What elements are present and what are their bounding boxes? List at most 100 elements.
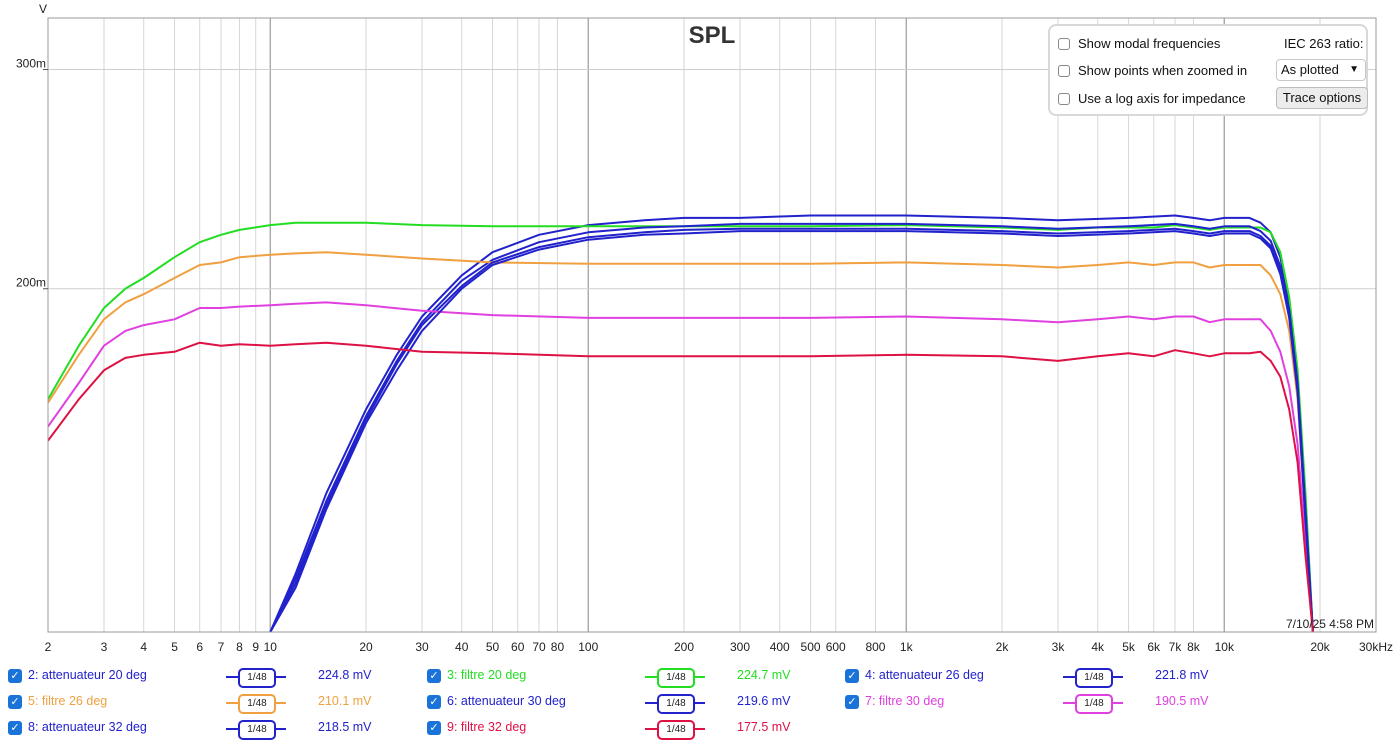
x-tick-label: 8k: [1187, 640, 1201, 654]
log-axis-row[interactable]: Use a log axis for impedance: [1058, 91, 1246, 106]
legend-value: 190.5 mV: [1155, 694, 1209, 708]
legend-value: 218.5 mV: [318, 720, 372, 734]
y-tick-label: 300m: [16, 57, 46, 71]
log-axis-label: Use a log axis for impedance: [1078, 91, 1246, 106]
legend-smoothing-label: 1/48: [1075, 668, 1113, 688]
legend-name[interactable]: 3: filtre 20 deg: [447, 668, 527, 682]
legend-checkbox[interactable]: ✓: [8, 695, 22, 709]
series-line-3: [48, 221, 1314, 632]
legend-checkbox[interactable]: ✓: [427, 669, 441, 683]
x-tick-label: 10k: [1215, 640, 1235, 654]
options-panel: Show modal frequencies Show points when …: [1048, 24, 1368, 116]
legend-checkbox[interactable]: ✓: [845, 695, 859, 709]
legend-smoothing-label: 1/48: [657, 720, 695, 740]
legend-value: 219.6 mV: [737, 694, 791, 708]
chevron-down-icon: ▼: [1349, 64, 1359, 75]
legend-checkbox[interactable]: ✓: [8, 669, 22, 683]
legend-checkbox[interactable]: ✓: [845, 669, 859, 683]
x-tick-label: 40: [455, 640, 469, 654]
legend-smoothing[interactable]: 1/48: [226, 693, 286, 714]
legend-name[interactable]: 7: filtre 30 deg: [865, 694, 945, 708]
x-tick-label: 70: [532, 640, 546, 654]
y-tick-label: 200m: [16, 276, 46, 290]
x-tick-label: 300: [730, 640, 750, 654]
x-tick-label: 20k: [1310, 640, 1330, 654]
legend-smoothing[interactable]: 1/48: [645, 719, 705, 740]
x-axis-ticks: 2 3 4 5 6 7 8 9 10 20 30 40 50 60 70 80 100 200 300 400 500 6…: [45, 640, 1393, 654]
x-tick-label: 4: [140, 640, 147, 654]
show-points-checkbox[interactable]: [1058, 64, 1070, 77]
legend-name[interactable]: 6: attenuateur 30 deg: [447, 694, 566, 708]
legend-smoothing-label: 1/48: [238, 668, 276, 688]
show-modal-checkbox[interactable]: [1058, 37, 1070, 50]
iec-ratio-select[interactable]: As plotted ▼: [1276, 59, 1366, 81]
legend-smoothing-label: 1/48: [238, 694, 276, 714]
x-tick-label: 5k: [1122, 640, 1136, 654]
series-lines: [48, 214, 1314, 632]
legend-smoothing-label: 1/48: [657, 694, 695, 714]
x-tick-label: 10: [264, 640, 278, 654]
legend-value: 224.8 mV: [318, 668, 372, 682]
legend-item: ✓ 8: attenuateur 32 deg 1/48 218.5 mV: [8, 719, 408, 740]
legend-item: ✓ 3: filtre 20 deg 1/48 224.7 mV: [427, 667, 827, 688]
series-line-5: [48, 251, 1314, 632]
series-line-7: [48, 301, 1314, 632]
y-axis-label: V: [39, 2, 47, 16]
legend-smoothing[interactable]: 1/48: [226, 719, 286, 740]
series-line-2: [269, 214, 1314, 632]
x-tick-label: 80: [551, 640, 565, 654]
legend-name[interactable]: 9: filtre 32 deg: [447, 720, 527, 734]
grid: [47, 18, 1377, 632]
series-line-9: [48, 341, 1314, 632]
legend-smoothing[interactable]: 1/48: [226, 667, 286, 688]
show-points-row[interactable]: Show points when zoomed in: [1058, 63, 1247, 78]
chart-title: SPL: [689, 22, 736, 49]
iec-ratio-value: As plotted: [1281, 62, 1339, 77]
legend-smoothing[interactable]: 1/48: [645, 693, 705, 714]
legend-checkbox[interactable]: ✓: [8, 721, 22, 735]
x-tick-label: 6k: [1147, 640, 1161, 654]
timestamp: 7/10/25 4:58 PM: [1286, 617, 1374, 631]
x-tick-label: 30: [415, 640, 429, 654]
x-tick-label: 8: [236, 640, 243, 654]
x-tick-label: 60: [511, 640, 525, 654]
legend-name[interactable]: 5: filtre 26 deg: [28, 694, 108, 708]
legend-checkbox[interactable]: ✓: [427, 721, 441, 735]
x-tick-label: 800: [865, 640, 885, 654]
legend-smoothing-label: 1/48: [1075, 694, 1113, 714]
show-modal-label: Show modal frequencies: [1078, 36, 1221, 51]
show-points-label: Show points when zoomed in: [1078, 63, 1248, 78]
series-line-4: [269, 222, 1314, 632]
legend-value: 221.8 mV: [1155, 668, 1209, 682]
series-line-8: [269, 230, 1314, 632]
legend-name[interactable]: 8: attenuateur 32 deg: [28, 720, 147, 734]
x-tick-label: 3: [101, 640, 108, 654]
legend-smoothing[interactable]: 1/48: [1063, 667, 1123, 688]
legend-item: ✓ 4: attenuateur 26 deg 1/48 221.8 mV: [845, 667, 1245, 688]
legend-smoothing-label: 1/48: [238, 720, 276, 740]
show-modal-row[interactable]: Show modal frequencies: [1058, 36, 1220, 51]
x-tick-label: 30kHz: [1359, 640, 1393, 654]
x-tick-label: 2k: [996, 640, 1010, 654]
legend-smoothing[interactable]: 1/48: [645, 667, 705, 688]
x-tick-label: 600: [826, 640, 846, 654]
legend-item: ✓ 7: filtre 30 deg 1/48 190.5 mV: [845, 693, 1245, 714]
legend-smoothing[interactable]: 1/48: [1063, 693, 1123, 714]
legend-item: ✓ 9: filtre 32 deg 1/48 177.5 mV: [427, 719, 827, 740]
x-tick-label: 6: [196, 640, 203, 654]
trace-options-button[interactable]: Trace options: [1276, 87, 1368, 109]
x-tick-label: 100: [578, 640, 598, 654]
legend-value: 210.1 mV: [318, 694, 372, 708]
legend-checkbox[interactable]: ✓: [427, 695, 441, 709]
x-tick-label: 7: [218, 640, 225, 654]
legend-smoothing-label: 1/48: [657, 668, 695, 688]
x-tick-label: 400: [770, 640, 790, 654]
legend-name[interactable]: 2: attenuateur 20 deg: [28, 668, 147, 682]
legend-name[interactable]: 4: attenuateur 26 deg: [865, 668, 984, 682]
x-tick-label: 20: [359, 640, 373, 654]
log-axis-checkbox[interactable]: [1058, 92, 1070, 105]
legend-item: ✓ 5: filtre 26 deg 1/48 210.1 mV: [8, 693, 408, 714]
legend-item: ✓ 2: attenuateur 20 deg 1/48 224.8 mV: [8, 667, 408, 688]
plot-border: [47, 17, 1377, 633]
x-tick-label: 500: [801, 640, 821, 654]
